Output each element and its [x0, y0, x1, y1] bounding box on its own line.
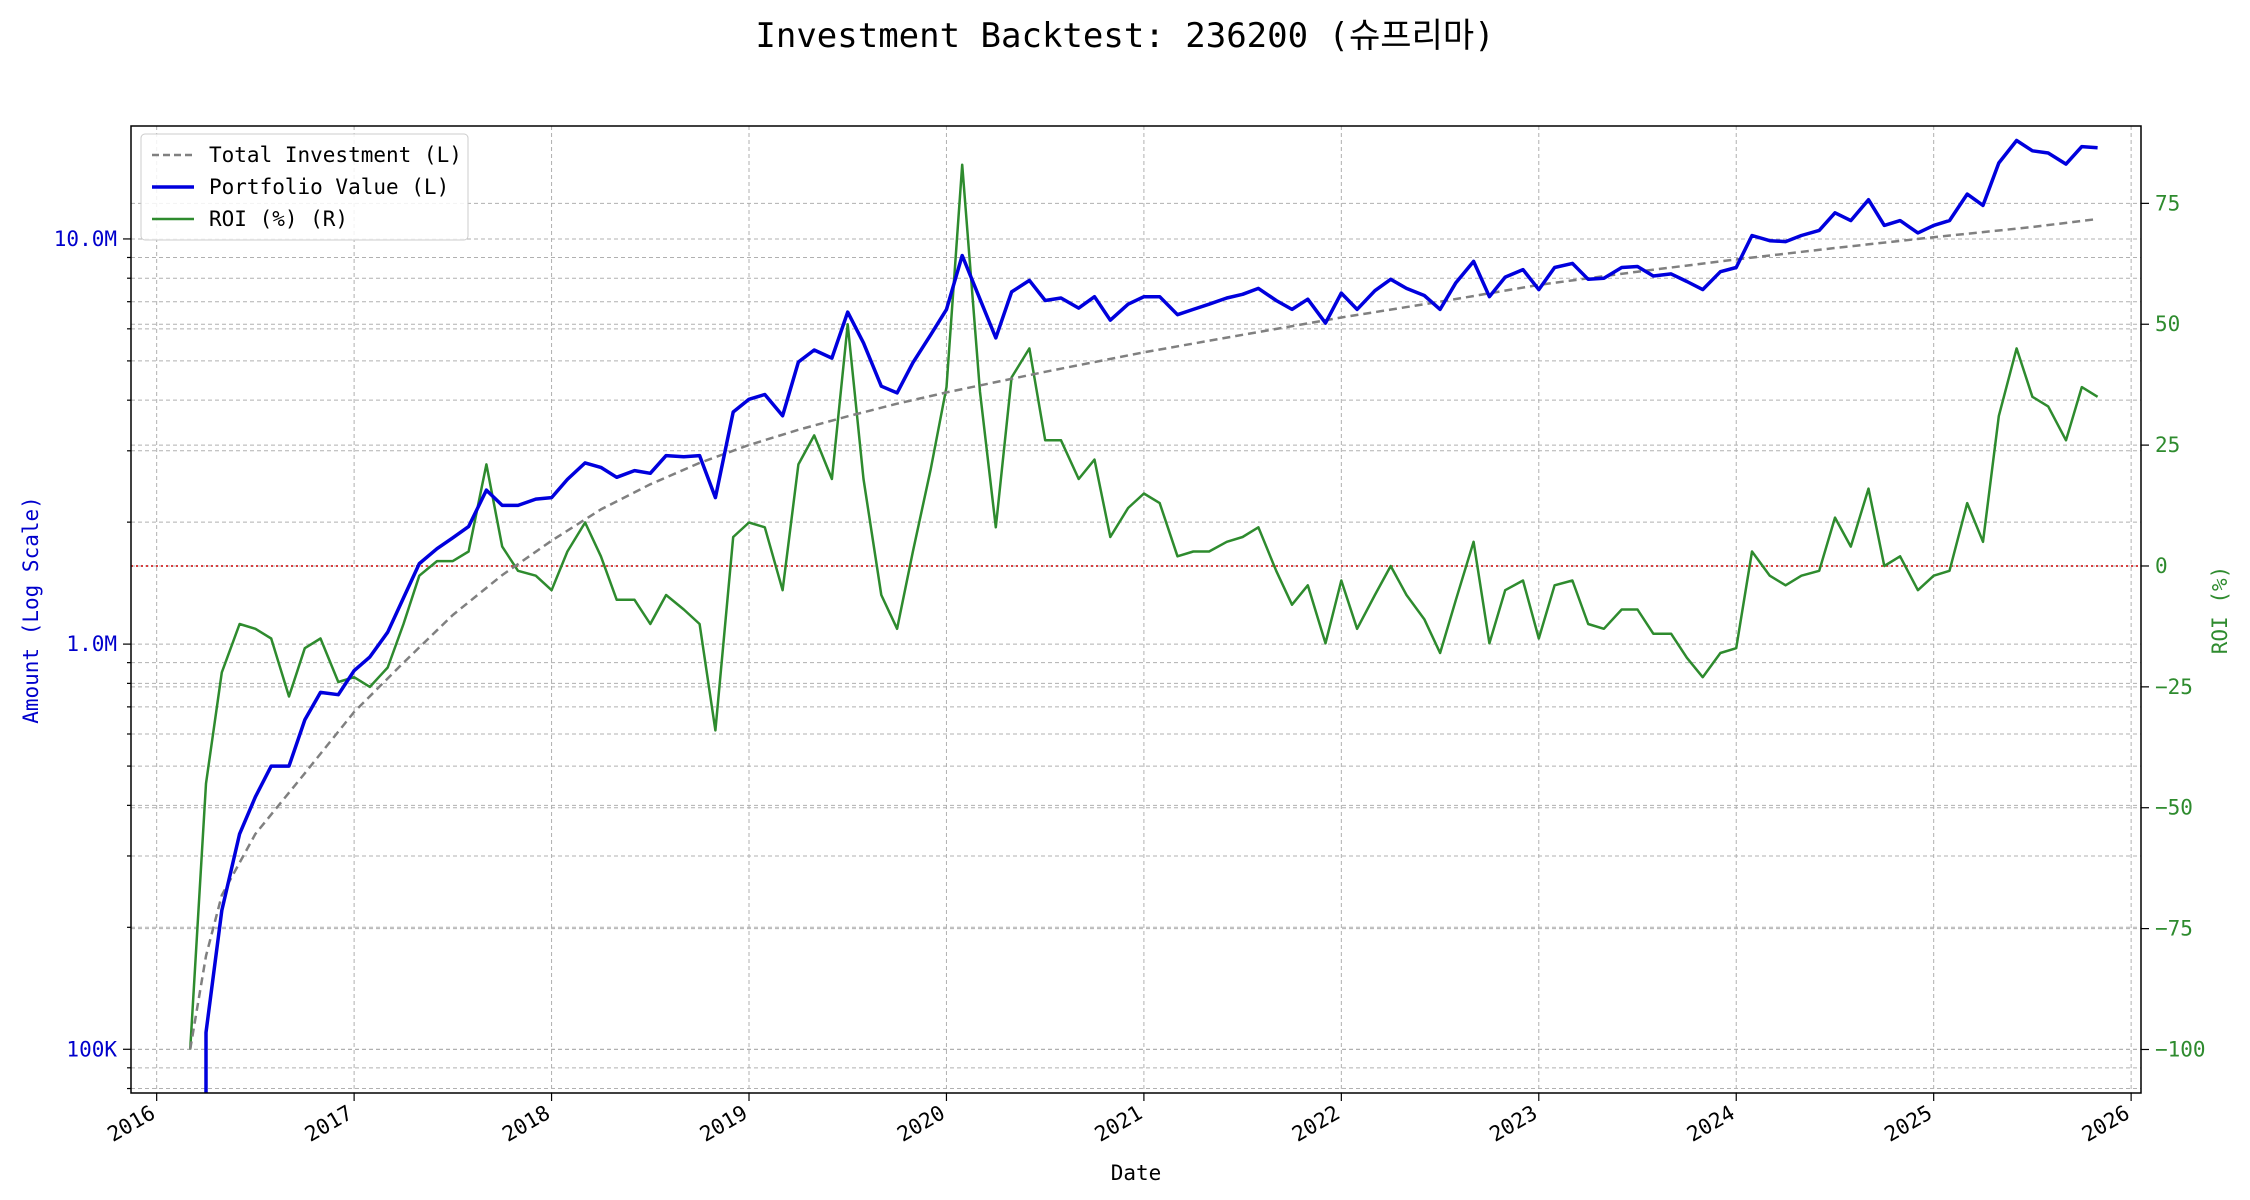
- y-right-tick-label: −25: [2155, 675, 2193, 699]
- y-right-tick-label: −75: [2155, 917, 2193, 941]
- y-right-tick-label: 50: [2155, 312, 2180, 336]
- total-investment-line: [188, 217, 2098, 1050]
- left-axis-ticks: 100K 1.0M 10.0M: [54, 227, 131, 1090]
- y-right-tick-label: −50: [2155, 796, 2193, 820]
- series-group: [188, 138, 2099, 1093]
- legend-label-investment: Total Investment (L): [209, 143, 462, 167]
- y-left-tick-label: 100K: [66, 1037, 117, 1061]
- y-right-tick-label: −100: [2155, 1037, 2206, 1061]
- chart-title: Investment Backtest: 236200 (슈프리마): [755, 16, 1494, 56]
- right-axis-label: ROI (%): [2208, 566, 2232, 655]
- legend-box: [140, 133, 469, 241]
- x-axis-label: Date: [1111, 1161, 1162, 1185]
- series-layer: [188, 138, 2099, 1093]
- right-axis-ticks: −100 −75 −50 −25 0 25 50 75: [2141, 191, 2206, 1061]
- legend: Total Investment (L) Portfolio Value (L)…: [140, 133, 469, 241]
- y-right-tick-label: 0: [2155, 554, 2168, 578]
- plot-frame: [130, 125, 2142, 1094]
- y-left-tick-label: 10.0M: [54, 227, 117, 251]
- portfolio-value-line: [204, 138, 2098, 1093]
- y-right-tick-label: 25: [2155, 433, 2180, 457]
- grid: [131, 126, 2141, 1093]
- legend-label-portfolio: Portfolio Value (L): [209, 175, 449, 199]
- y-right-tick-label: 75: [2155, 191, 2180, 215]
- legend-label-roi: ROI (%) (R): [209, 207, 348, 231]
- roi-line: [188, 163, 2099, 1050]
- y-left-tick-label: 1.0M: [66, 632, 117, 656]
- left-axis-label: Amount (Log Scale): [19, 496, 43, 724]
